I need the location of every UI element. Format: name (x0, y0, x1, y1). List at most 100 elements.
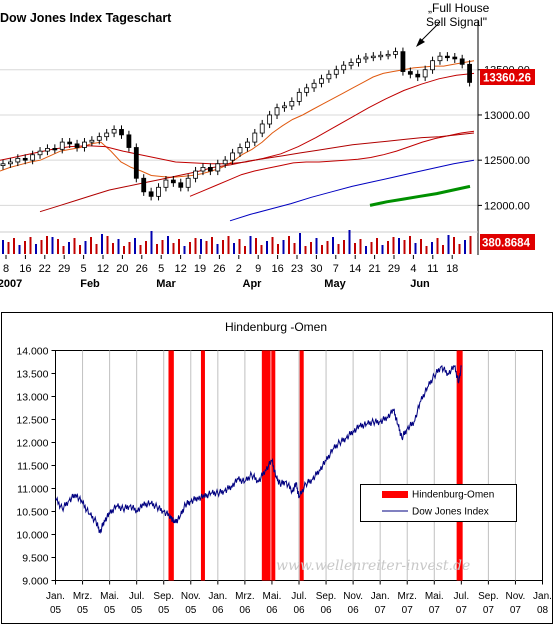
candle-body (148, 191, 154, 197)
top-x-period-label: May (324, 278, 346, 290)
volume-bar (123, 246, 125, 254)
candle-body (237, 147, 243, 154)
volume-bar (315, 238, 318, 254)
volume-bar (68, 242, 70, 254)
top-x-ticks: 8 16 22 29 5 12 20 26 5 12 19 26 2 9 16 23 30 7 14 21 29 4 11 1… (0, 255, 458, 290)
candle-body (267, 114, 273, 125)
candle-body (444, 55, 450, 59)
volume-bar (304, 246, 307, 254)
top-x-tick-label: 7 (333, 263, 339, 275)
watermark: www.wellenreiter-invest.de (276, 558, 470, 574)
bottom-x-tick-label-month: Mrz. (397, 591, 416, 602)
candle-body (311, 82, 317, 89)
volume-bar (211, 237, 213, 254)
volume-bar (370, 242, 373, 254)
volume-bar (425, 246, 428, 254)
candle-body (59, 141, 65, 150)
top-x-tick-label: 19 (194, 263, 206, 275)
top-x-period-label: Jun (410, 278, 430, 290)
candle-body (22, 157, 28, 161)
bottom-x-tick-label-year: 05 (185, 605, 197, 616)
top-x-tick-label: 26 (213, 263, 225, 275)
volume-bar (255, 238, 257, 254)
candle-body (296, 91, 302, 102)
volume-bar (172, 243, 175, 254)
top-y-tick-label: 13000.00 (484, 110, 530, 122)
bottom-x-tick-label-month: Mrz. (73, 591, 92, 602)
volume-bar (128, 242, 131, 254)
volume-bar (376, 238, 378, 254)
candle-body (200, 167, 206, 172)
top-candlesticks (0, 47, 472, 201)
legend-swatch-omen (382, 491, 408, 498)
candle-body (407, 71, 413, 75)
moving-average-line (369, 184, 471, 207)
volume-bar (227, 236, 230, 254)
volume-bar (299, 233, 301, 254)
volume-bar (409, 236, 411, 254)
volume-bar (436, 238, 439, 254)
candle-body (363, 56, 369, 60)
candle-body (393, 51, 398, 55)
candle-body (452, 56, 458, 60)
bottom-y-tick-label: 14.000 (16, 346, 48, 358)
volume-label: 380.8684 (482, 238, 531, 250)
bottom-chart: Hindenburg -Omen www.wellenreiter-invest… (1, 312, 553, 624)
bottom-y-ticks: 14.000 13.500 13.000 12.500 12.000 11.500 11.0… (16, 346, 56, 588)
candle-body (141, 177, 147, 193)
bottom-x-tick-label-year: 06 (293, 605, 305, 616)
volume-bar (398, 238, 400, 254)
bottom-x-tick-label-month: Mrz. (235, 591, 254, 602)
top-x-tick-label: 2 (236, 263, 242, 275)
bottom-x-tick-label-year: 06 (320, 605, 332, 616)
top-x-tick-label: 29 (58, 263, 70, 275)
volume-bar (343, 240, 345, 254)
top-x-tick-label: 12 (97, 263, 109, 275)
volume-bar (321, 245, 323, 254)
bottom-y-tick-label: 11.500 (17, 461, 48, 473)
top-x-period-label: 2007 (0, 278, 22, 290)
candle-body (82, 141, 87, 148)
top-x-tick-label: 29 (388, 263, 400, 275)
candle-body (259, 123, 265, 134)
bottom-x-tick-label-month: Mai. (262, 591, 281, 602)
volume-bar (310, 242, 312, 254)
candle-body (245, 141, 250, 148)
volume-bar (73, 238, 76, 254)
volume-bar (359, 239, 362, 254)
moving-average-line (0, 72, 475, 165)
candle-body (30, 154, 36, 161)
volume-bar (233, 243, 235, 254)
bottom-y-tick-label: 12.500 (16, 415, 48, 427)
candle-body (378, 54, 384, 58)
volume-bar (244, 246, 246, 254)
volume-bar (200, 239, 202, 254)
volume-bar (112, 243, 114, 254)
candle-body (274, 107, 280, 116)
volume-bar (106, 236, 109, 254)
top-x-tick-label: 21 (368, 263, 380, 275)
bottom-y-tick-label: 11.000 (17, 484, 48, 496)
top-x-tick-label: 18 (446, 263, 458, 275)
volume-bar (51, 237, 54, 254)
candle-body (96, 136, 102, 141)
candle-body (207, 167, 213, 172)
bottom-y-tick-label: 10.500 (16, 507, 48, 519)
candle-body (304, 87, 310, 93)
candle-body (215, 163, 221, 172)
volume-bar (337, 244, 340, 254)
candle-body (415, 73, 421, 78)
candle-body (104, 132, 110, 138)
volume-bar (35, 244, 37, 254)
volume-bar (117, 239, 120, 254)
volume-bar (183, 246, 186, 254)
candle-body (422, 69, 428, 78)
bottom-x-tick-label-month: Sep. (478, 591, 499, 602)
volume-bar (447, 235, 450, 254)
annotation-arrow-head (416, 38, 425, 47)
volume-bar (134, 238, 136, 254)
bottom-x-tick-label-year: 06 (266, 605, 278, 616)
bottom-y-tick-label: 13.500 (16, 369, 48, 381)
